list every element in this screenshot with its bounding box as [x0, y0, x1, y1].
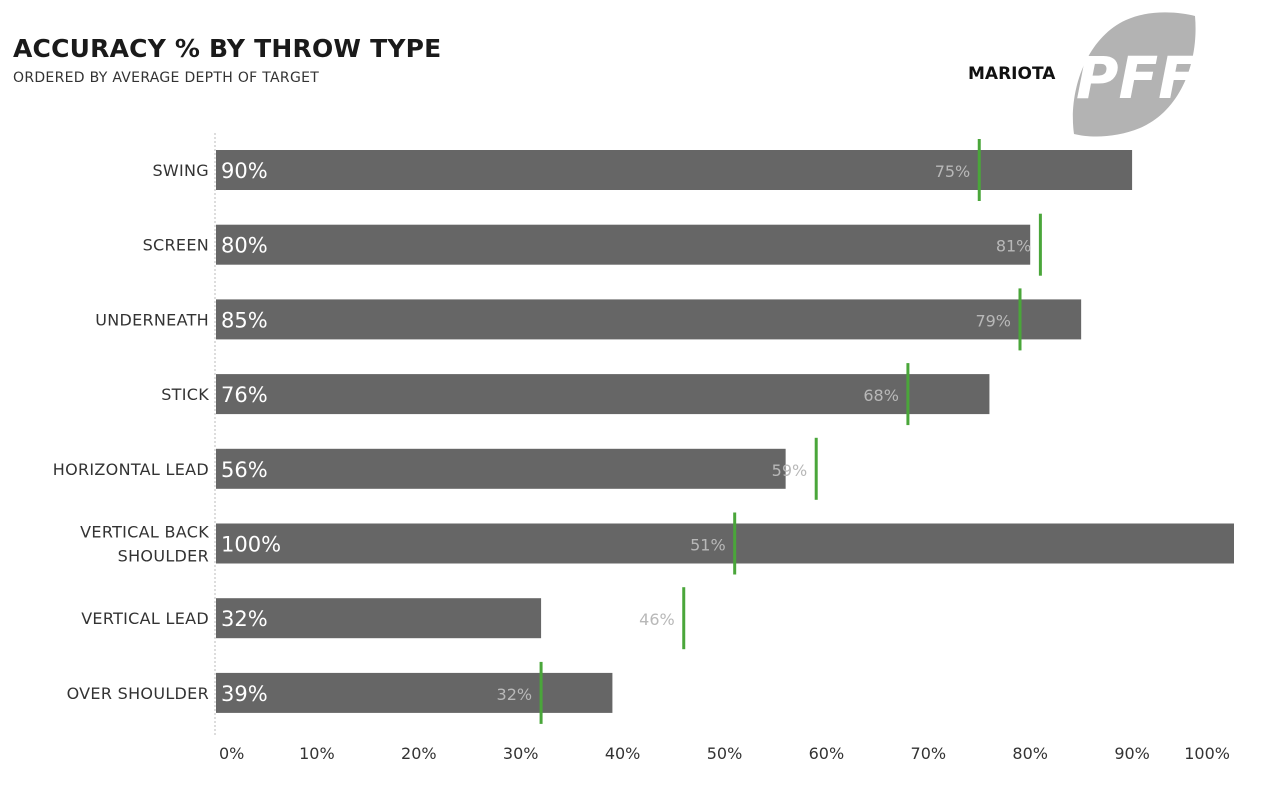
- x-tick-label: 20%: [401, 744, 437, 763]
- category-label: VERTICAL BACK: [80, 523, 209, 542]
- bar: [216, 224, 1031, 265]
- category-label: SHOULDER: [118, 547, 209, 566]
- category-label: OVER SHOULDER: [67, 684, 209, 703]
- x-tick-label: 10%: [299, 744, 335, 763]
- x-tick-label: 90%: [1114, 744, 1150, 763]
- bar: [216, 523, 1234, 564]
- bar-value-label: 76%: [221, 383, 268, 407]
- bar: [216, 299, 1082, 340]
- bar: [216, 374, 990, 415]
- pff-logo-shape: [1072, 12, 1196, 137]
- category-label: HORIZONTAL LEAD: [53, 460, 209, 479]
- category-label: SCREEN: [143, 236, 209, 255]
- x-tick-label: 50%: [707, 744, 743, 763]
- pff-logo-text: PFF: [1076, 44, 1198, 112]
- reference-label: 81%: [996, 237, 1032, 256]
- x-tick-label: 70%: [911, 744, 947, 763]
- bar-value-label: 90%: [221, 159, 268, 183]
- x-tick-label: 100%: [1184, 744, 1230, 763]
- reference-label: 79%: [975, 311, 1011, 330]
- bar: [216, 150, 1133, 190]
- x-tick-label: 0%: [219, 744, 244, 763]
- category-label: STICK: [161, 385, 209, 404]
- chart-title: ACCURACY % BY THROW TYPE: [13, 34, 442, 63]
- reference-label: 51%: [690, 536, 726, 555]
- reference-label: 75%: [935, 162, 971, 181]
- bar: [216, 598, 542, 639]
- bar: [216, 672, 613, 713]
- category-label: SWING: [152, 161, 209, 180]
- x-tick-label: 60%: [809, 744, 845, 763]
- reference-label: 46%: [639, 610, 675, 629]
- x-tick-label: 80%: [1012, 744, 1048, 763]
- bar-value-label: 39%: [221, 682, 268, 706]
- category-label: VERTICAL LEAD: [81, 609, 209, 628]
- reference-label: 32%: [497, 685, 533, 704]
- bar-value-label: 100%: [221, 533, 281, 557]
- pff-logo-icon: PFF: [1072, 12, 1198, 137]
- x-tick-label: 40%: [605, 744, 641, 763]
- bar-value-label: 56%: [221, 458, 268, 482]
- reference-label: 68%: [863, 386, 899, 405]
- reference-label: 59%: [772, 461, 808, 480]
- x-tick-label: 30%: [503, 744, 539, 763]
- player-name: MARIOTA: [968, 64, 1056, 84]
- category-label: UNDERNEATH: [95, 310, 209, 329]
- bar-value-label: 32%: [221, 607, 268, 631]
- bar-value-label: 80%: [221, 234, 268, 258]
- chart-subtitle: ORDERED BY AVERAGE DEPTH OF TARGET: [13, 70, 320, 86]
- bar-value-label: 85%: [221, 308, 268, 332]
- bar: [216, 448, 786, 489]
